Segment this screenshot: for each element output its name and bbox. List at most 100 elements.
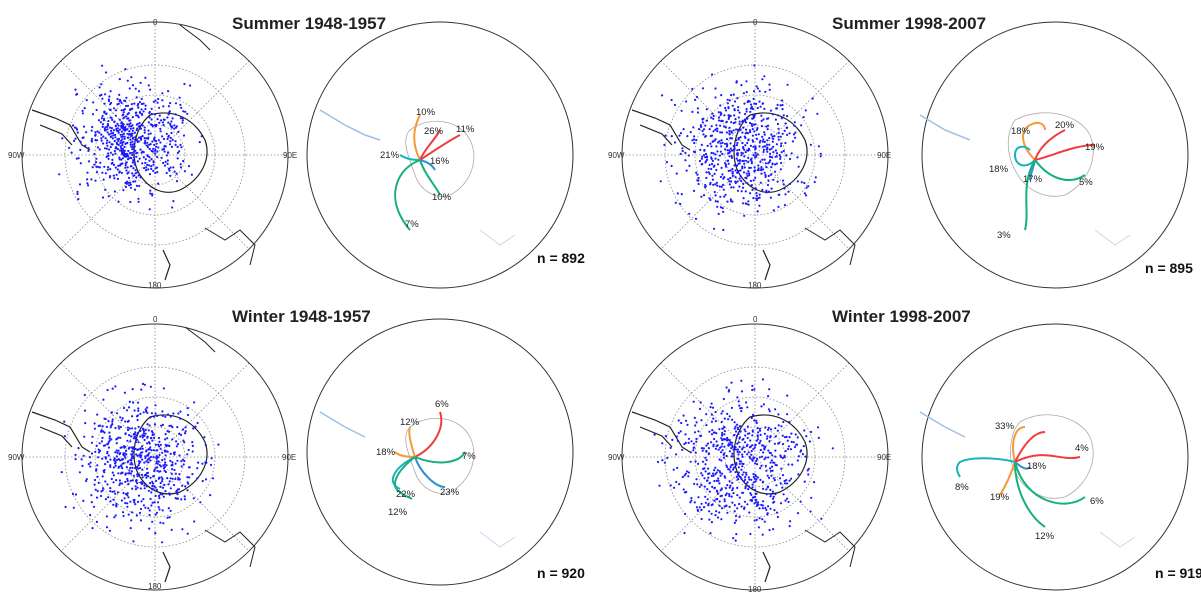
cyclone-dot — [740, 379, 743, 382]
cyclone-dot — [719, 104, 722, 107]
cyclone-dot — [700, 502, 703, 505]
cyclone-dot — [155, 449, 158, 452]
cyclone-dot — [97, 448, 100, 451]
cyclone-dot — [111, 161, 114, 164]
cyclone-dot — [146, 144, 149, 147]
cyclone-dot — [751, 434, 754, 437]
cyclone-dot — [136, 448, 139, 451]
cyclone-dot — [93, 153, 96, 156]
cyclone-dot — [777, 135, 780, 138]
cyclone-dot — [131, 145, 134, 148]
cyclone-dot — [193, 401, 196, 404]
cyclone-dot — [90, 441, 93, 444]
panel-title: Summer 1998-2007 — [832, 14, 987, 33]
label-90w: 90W — [608, 453, 625, 462]
cyclone-dot — [107, 120, 110, 123]
cyclone-dot — [747, 170, 750, 173]
cyclone-dot — [722, 210, 725, 213]
cyclone-dot — [141, 451, 144, 454]
cyclone-dot — [753, 166, 756, 169]
cyclone-dot — [699, 434, 703, 437]
cyclone-dot — [171, 463, 174, 466]
cyclone-dot — [687, 475, 690, 478]
cyclone-dot — [180, 465, 183, 468]
cyclone-dot — [774, 170, 777, 173]
cyclone-dot — [741, 141, 744, 145]
cyclone-dot — [115, 505, 118, 508]
cyclone-dot — [116, 412, 119, 415]
cyclone-dot — [721, 472, 724, 475]
cyclone-dot — [758, 442, 761, 445]
cyclone-dot — [718, 511, 721, 514]
cyclone-dot — [160, 156, 163, 159]
cyclone-dot — [730, 131, 733, 134]
scatter-map: 0 90W 90E 180 — [608, 315, 891, 594]
cyclone-dots — [653, 378, 834, 542]
cyclone-dot — [753, 477, 756, 480]
cyclone-dot — [770, 173, 773, 176]
cyclone-dot — [755, 85, 758, 88]
cyclone-dot — [151, 431, 154, 434]
cyclone-dot — [175, 172, 178, 175]
cyclone-dot — [753, 446, 756, 449]
cyclone-dot — [118, 156, 121, 159]
cyclone-dot — [81, 109, 84, 112]
cyclone-dot — [782, 442, 785, 446]
cyclone-dot — [158, 453, 161, 457]
cyclone-dot — [772, 528, 775, 531]
cyclone-dot — [722, 427, 725, 430]
cyclone-dot — [724, 109, 728, 112]
cyclone-dot — [711, 159, 714, 162]
cyclone-dot — [188, 476, 191, 479]
cyclone-dot — [144, 432, 147, 435]
cyclone-dot — [181, 458, 185, 461]
cyclone-dot — [108, 141, 111, 144]
cyclone-dot — [721, 438, 724, 442]
cyclone-dot — [744, 434, 747, 437]
cyclone-dot — [728, 183, 731, 186]
cyclone-dot — [152, 161, 155, 164]
pct-label: 18% — [1011, 126, 1031, 137]
cyclone-dot — [779, 454, 782, 457]
cyclone-dot — [119, 149, 122, 152]
cyclone-dot — [718, 116, 721, 119]
cyclone-dot — [109, 465, 112, 468]
cyclone-dot — [765, 437, 769, 440]
cyclone-dot — [720, 494, 723, 497]
cyclone-dot — [121, 114, 124, 117]
cyclone-dot — [752, 107, 755, 111]
cyclone-dot — [721, 152, 724, 156]
cyclone-dot — [131, 456, 135, 459]
cyclone-dot — [797, 455, 800, 458]
cyclone-dot — [719, 131, 722, 134]
cyclone-dot — [82, 499, 85, 502]
cyclone-dot — [752, 117, 755, 120]
cyclone-dot — [732, 537, 735, 540]
cyclone-dot — [745, 471, 748, 474]
cyclone-dot — [742, 171, 746, 174]
cyclone-dot — [137, 467, 140, 470]
cyclone-dot — [749, 192, 752, 195]
cyclone-dot — [147, 507, 150, 510]
cyclone-dot — [771, 113, 775, 116]
cyclone-dot — [678, 483, 681, 486]
cyclone-dot — [793, 121, 796, 124]
cyclone-dot — [736, 423, 739, 426]
cyclone-dot — [157, 506, 160, 509]
cyclone-dot — [99, 161, 102, 164]
cyclone-dot — [142, 102, 145, 105]
cyclone-dot — [710, 433, 714, 436]
cyclone-dot — [709, 183, 712, 186]
cyclone-dot — [127, 406, 131, 409]
australia-coast — [804, 227, 856, 266]
cyclone-dot — [757, 167, 760, 170]
cyclone-dot — [743, 162, 746, 165]
cyclone-dot — [780, 117, 783, 120]
cyclone-dot — [708, 518, 711, 521]
cyclone-dot — [713, 486, 716, 489]
cyclone-dot — [179, 433, 183, 436]
cyclone-dot — [162, 105, 165, 108]
cyclone-dot — [775, 143, 778, 146]
cyclone-dot — [148, 441, 151, 444]
cyclone-dot — [87, 463, 90, 466]
